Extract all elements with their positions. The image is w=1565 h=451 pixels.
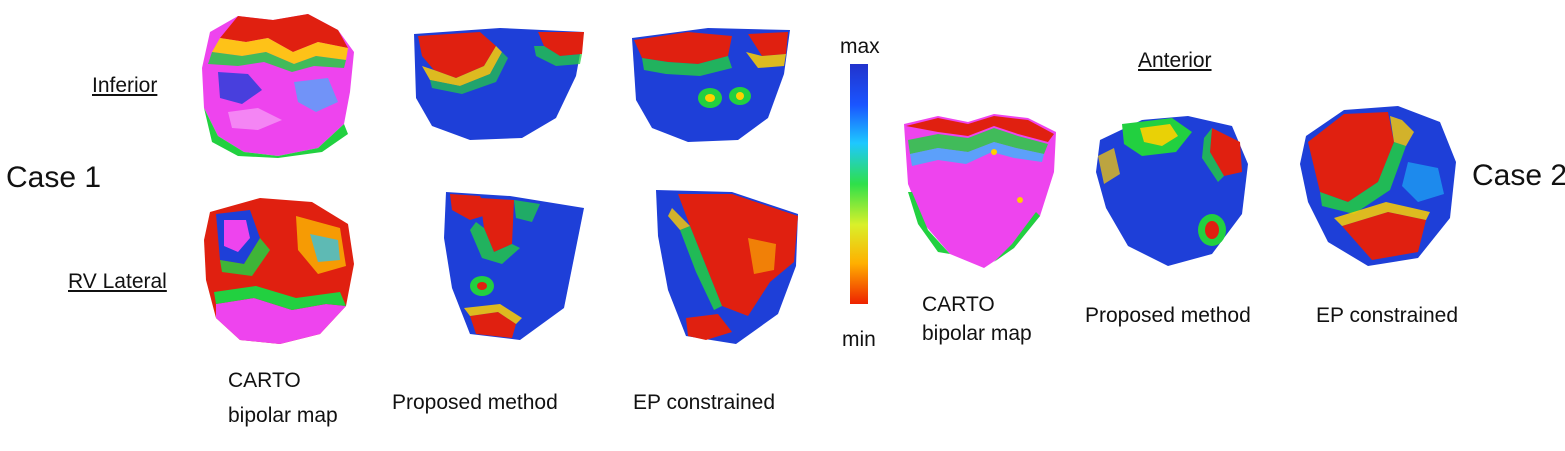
- ep-map-inferior: [632, 28, 790, 142]
- proposed-map-anterior: [1096, 116, 1248, 266]
- colorbar-min-label: min: [842, 328, 876, 351]
- caption-carto-case1: CARTO bipolar map: [228, 368, 338, 428]
- view-label-inferior: Inferior: [92, 74, 158, 97]
- colorbar-max-label: max: [840, 35, 880, 58]
- proposed-map-inferior: [414, 28, 584, 140]
- caption-carto-line1: CARTO: [922, 293, 995, 316]
- caption-carto-case2: CARTO bipolar map: [922, 292, 1032, 346]
- caption-carto-line2: bipolar map: [922, 322, 1032, 346]
- caption-carto-line2: bipolar map: [228, 404, 338, 428]
- ep-map-rv-lateral: [656, 190, 798, 344]
- caption-carto-line1: CARTO: [228, 369, 301, 392]
- caption-proposed-case1: Proposed method: [392, 391, 558, 414]
- view-label-anterior: Anterior: [1138, 49, 1212, 72]
- case-1-label: Case 1: [6, 161, 102, 194]
- view-label-rv-lateral: RV Lateral: [68, 270, 167, 293]
- carto-map-inferior: [202, 14, 354, 158]
- caption-ep-case2: EP constrained: [1316, 304, 1459, 327]
- carto-map-rv-lateral: [204, 198, 354, 344]
- carto-map-anterior: [904, 114, 1056, 268]
- colorbar: [850, 64, 868, 304]
- case-2-label: Case 2: [1472, 159, 1565, 192]
- caption-proposed-case2: Proposed method: [1085, 304, 1251, 327]
- proposed-map-rv-lateral: [444, 192, 584, 340]
- ep-map-anterior: [1300, 106, 1456, 266]
- caption-ep-case1: EP constrained: [633, 391, 776, 414]
